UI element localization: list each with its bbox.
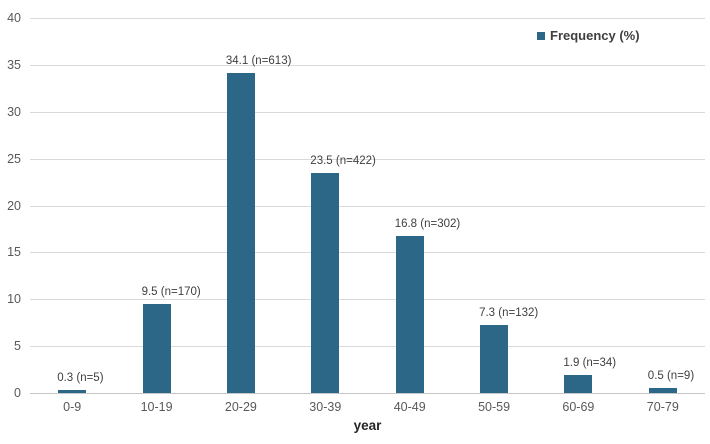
x-tick-label: 70-79 (646, 400, 679, 414)
bar-60-69 (564, 375, 593, 393)
bar-20-29 (226, 73, 255, 393)
bar-value-label: 34.1 (n=613) (225, 55, 292, 68)
y-tick-label: 5 (14, 339, 21, 353)
x-tick-label: 0-9 (63, 400, 82, 414)
y-gridline (30, 65, 705, 66)
bar-value-label: 1.9 (n=34) (563, 357, 617, 370)
bar-0-9 (58, 390, 87, 393)
bar-value-label: 9.5 (n=170) (141, 285, 201, 298)
y-tick-label: 35 (7, 58, 21, 72)
y-gridline (30, 159, 705, 160)
y-tick-label: 15 (7, 245, 21, 259)
x-tick-label: 10-19 (140, 400, 173, 414)
x-tick-label: 60-69 (562, 400, 595, 414)
legend-swatch-icon (537, 31, 545, 40)
y-tick-label: 0 (14, 386, 21, 400)
x-axis-line (30, 393, 705, 394)
bar-value-label: 0.3 (n=5) (57, 372, 104, 385)
y-tick-label: 25 (7, 152, 21, 166)
bar-value-label: 23.5 (n=422) (310, 154, 376, 167)
bar-10-19 (142, 303, 171, 393)
legend-label: Frequency (%) (550, 28, 640, 43)
x-axis-title: year (353, 418, 382, 433)
bar-value-label: 16.8 (n=302) (394, 217, 461, 230)
bar-30-39 (311, 172, 340, 393)
y-tick-label: 20 (7, 199, 21, 213)
bar-40-49 (395, 235, 424, 393)
x-tick-label: 40-49 (393, 400, 426, 414)
y-tick-label: 30 (7, 105, 21, 119)
y-gridline (30, 112, 705, 113)
bar-value-label: 7.3 (n=132) (479, 306, 539, 319)
bar-50-59 (480, 324, 509, 393)
x-tick-label: 20-29 (224, 400, 257, 414)
y-gridline (30, 206, 705, 207)
bar-value-label: 0.5 (n=9) (647, 370, 695, 383)
y-gridline (30, 252, 705, 253)
bar-70-79 (648, 388, 677, 393)
y-gridline (30, 18, 705, 19)
x-tick-label: 30-39 (309, 400, 342, 414)
legend: Frequency (%) (537, 28, 640, 43)
x-tick-label: 50-59 (478, 400, 511, 414)
y-gridline (30, 299, 705, 300)
y-tick-label: 40 (7, 11, 21, 25)
y-tick-label: 10 (7, 292, 21, 306)
y-gridline (30, 346, 705, 347)
